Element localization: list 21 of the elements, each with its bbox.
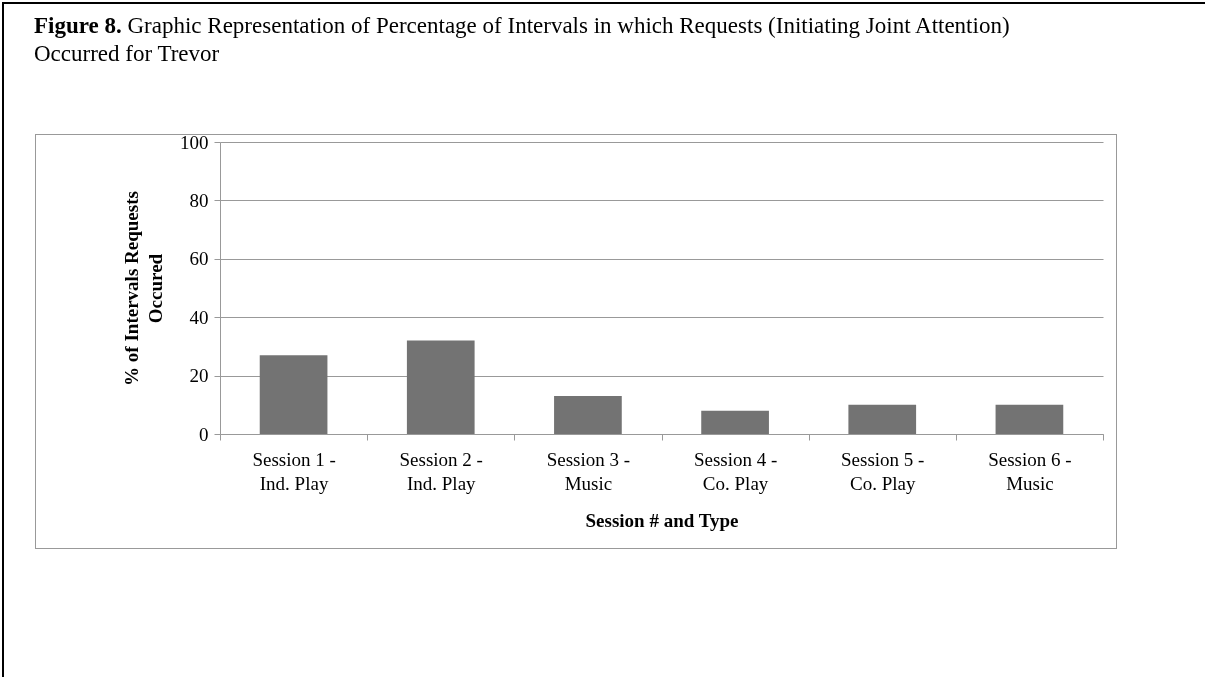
bar [848, 404, 917, 434]
chart-title: Figure 8. Graphic Representation of Percentage of Intervals in which Requests (Initiating Joint Attention) Occurred for Trevor [34, 12, 1011, 68]
y-tick-label: 60 [189, 248, 209, 270]
x-tick-label: Session 3 - Music [546, 448, 631, 494]
y-axis-title: % of Intervals Requests Occured [121, 191, 166, 386]
x-tick-label: Session 2 - Ind. Play [399, 448, 483, 494]
y-tick-label: 40 [189, 306, 209, 328]
x-tick-label: Session 4 - Co. Play [693, 448, 778, 494]
x-tick-label: Session 1 - Ind. Play [252, 448, 336, 494]
y-tick-label: 0 [199, 423, 209, 445]
bar [259, 355, 328, 434]
bar [554, 396, 622, 434]
x-axis-title: Session # and Type [585, 509, 739, 531]
y-tick-label: 80 [189, 189, 209, 211]
x-tick-label: Session 5 - Co. Play [841, 448, 925, 494]
y-tick-label: 20 [189, 365, 209, 387]
bar [406, 340, 475, 434]
bar [995, 404, 1064, 434]
x-tick-label: Session 6 - Music [988, 448, 1072, 494]
y-tick-label: 100 [180, 131, 209, 153]
bar [701, 410, 769, 434]
